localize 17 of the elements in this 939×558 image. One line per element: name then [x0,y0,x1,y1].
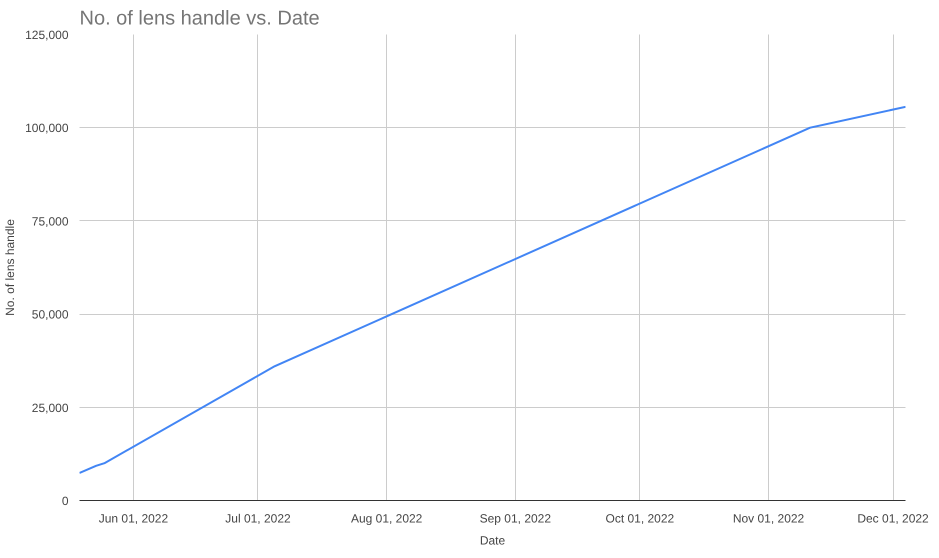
y-tick-label: 50,000 [32,308,69,322]
x-tick-label: Oct 01, 2022 [605,512,675,526]
y-tick-label: 125,000 [25,28,69,42]
x-tick-label: Nov 01, 2022 [732,512,805,526]
y-tick-label: 100,000 [25,121,69,136]
y-tick-label: 75,000 [32,214,69,228]
chart-title: No. of lens handle vs. Date [80,8,320,30]
x-tick-label: Jun 01, 2022 [98,512,168,526]
y-tick-label: 25,000 [32,400,69,415]
x-tick-label: Aug 01, 2022 [350,512,423,526]
x-axis-title: Date [480,534,506,548]
y-tick-label: 0 [62,494,69,508]
x-tick-label: Sep 01, 2022 [480,512,552,526]
x-tick-label: Dec 01, 2022 [857,512,930,526]
line-series [80,106,906,474]
y-axis-title: No. of lens handle [3,218,18,316]
x-tick-label: Jul 01, 2022 [225,512,291,526]
